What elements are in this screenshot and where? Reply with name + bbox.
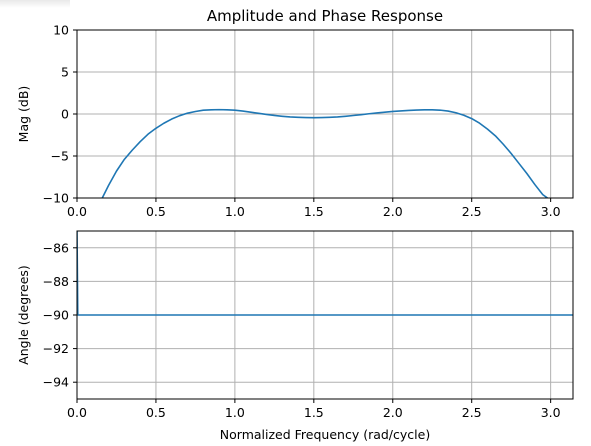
y-tick-label: −10 (43, 191, 69, 206)
y-tick-label: −86 (43, 240, 69, 255)
x-tick-label: 1.5 (304, 405, 324, 420)
magnitude-y-ticks: −10 −5 0 5 10 (43, 23, 77, 206)
phase-x-ticks: 0.0 0.5 1.0 1.5 2.0 2.5 3.0 (67, 399, 561, 420)
magnitude-line (101, 108, 548, 198)
magnitude-y-axis-label: Mag (dB) (16, 86, 31, 143)
phase-plot-area (77, 231, 573, 316)
window-edge-shadow (0, 0, 70, 8)
x-tick-label: 1.0 (225, 204, 245, 219)
phase-x-axis-label: Normalized Frequency (rad/cycle) (220, 427, 430, 442)
x-tick-label: 0.0 (67, 405, 87, 420)
magnitude-grid (76, 29, 573, 199)
phase-y-ticks: −94 −92 −90 −88 −86 (43, 240, 77, 390)
phase-line (77, 231, 573, 316)
x-tick-label: 1.5 (304, 204, 324, 219)
x-tick-label: 3.0 (541, 204, 561, 219)
phase-y-axis-label: Angle (degrees) (16, 265, 31, 365)
y-tick-label: −5 (51, 149, 69, 164)
magnitude-plot-area (101, 108, 548, 198)
x-tick-label: 3.0 (541, 405, 561, 420)
y-tick-label: −92 (43, 341, 69, 356)
y-tick-label: 5 (61, 65, 69, 80)
magnitude-axes: 0.0 0.5 1.0 1.5 2.0 2.5 3.0 −10 −5 0 5 10 Mag (dB) (16, 23, 574, 219)
y-tick-label: 0 (61, 107, 69, 122)
y-tick-label: 10 (53, 23, 69, 38)
x-tick-label: 2.5 (462, 405, 482, 420)
y-tick-label: −90 (43, 308, 69, 323)
y-tick-label: −88 (43, 274, 69, 289)
x-tick-label: 2.5 (462, 204, 482, 219)
x-tick-label: 0.5 (146, 405, 166, 420)
x-tick-label: 2.0 (383, 405, 403, 420)
chart-title: Amplitude and Phase Response (207, 7, 443, 25)
magnitude-x-ticks: 0.0 0.5 1.0 1.5 2.0 2.5 3.0 (67, 198, 561, 219)
x-tick-label: 2.0 (383, 204, 403, 219)
x-tick-label: 0.0 (67, 204, 87, 219)
y-tick-label: −94 (43, 375, 69, 390)
x-tick-label: 0.5 (146, 204, 166, 219)
phase-axes: 0.0 0.5 1.0 1.5 2.0 2.5 3.0 −94 −92 −90 −88 −86 An… (16, 230, 574, 442)
x-tick-label: 1.0 (225, 405, 245, 420)
